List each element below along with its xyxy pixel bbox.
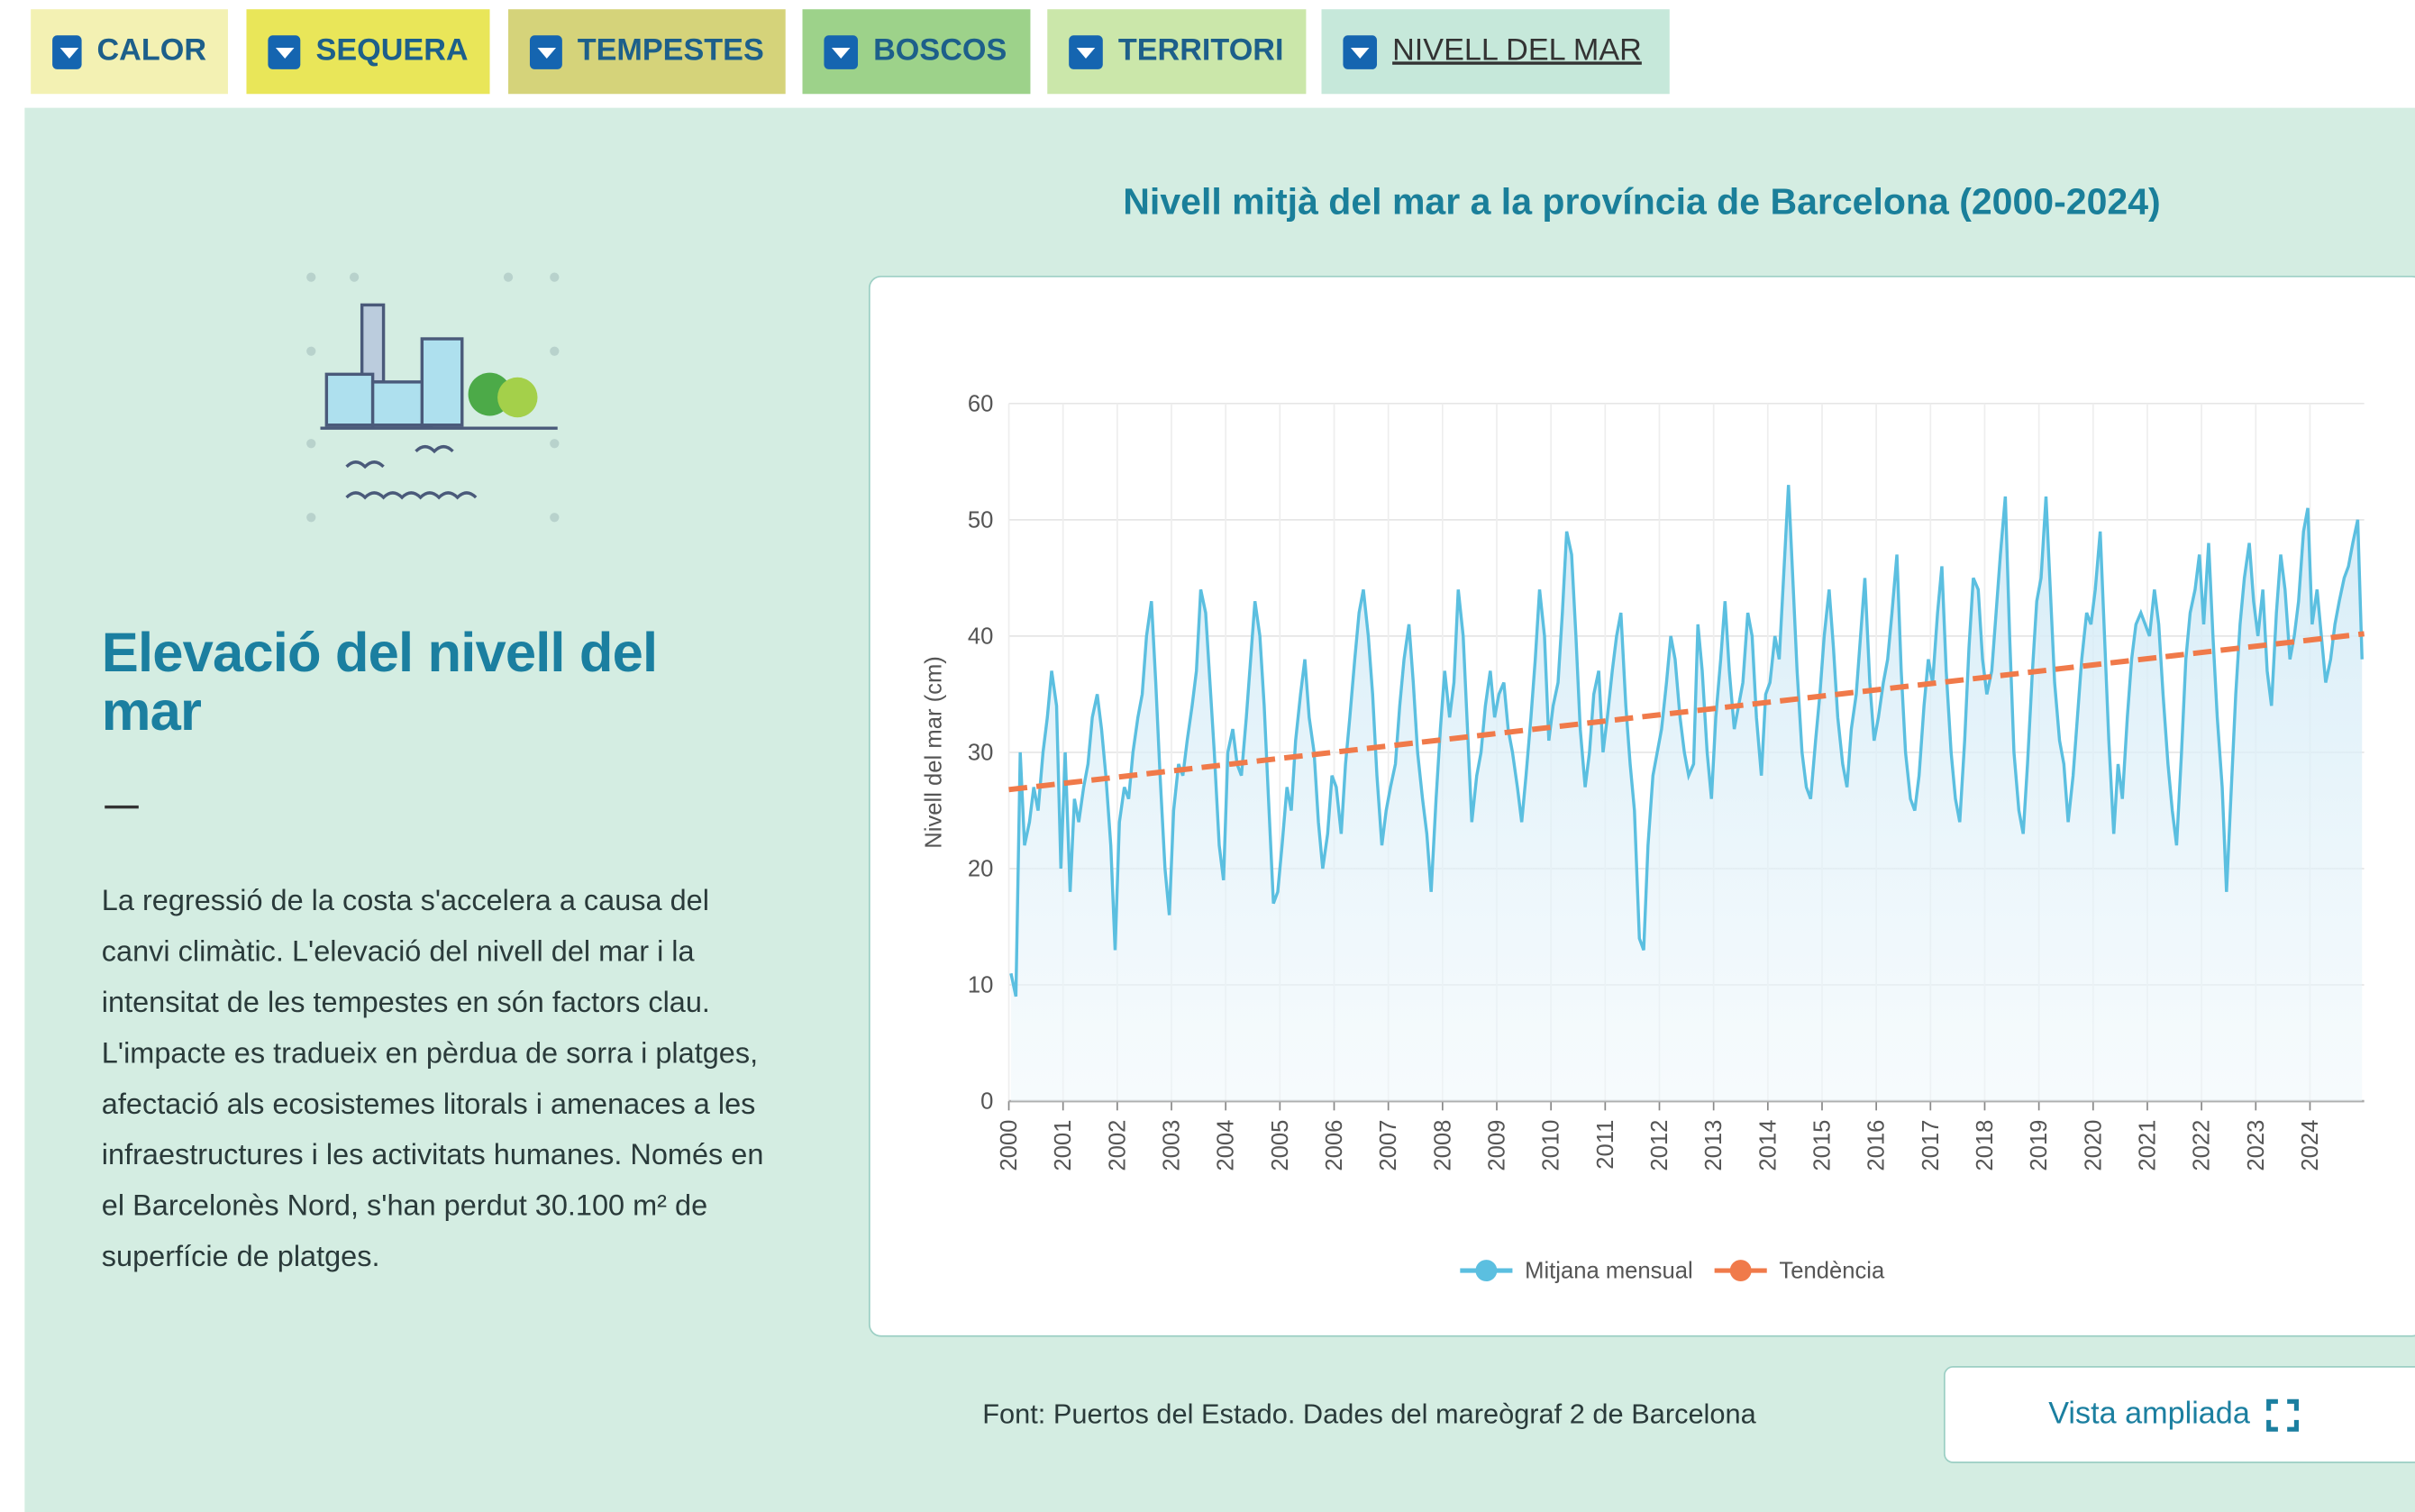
legend-label: Mitjana mensual bbox=[1525, 1259, 1693, 1284]
x-tick-label: 2012 bbox=[1647, 1120, 1672, 1171]
chart: 0 10 20 30 40 50 60 2000 2001 2002 2003 2004 2005 200… bbox=[0, 0, 2415, 1512]
area bbox=[1011, 485, 2362, 1101]
x-tick-label: 2017 bbox=[1918, 1120, 1944, 1171]
x-tick-label: 2021 bbox=[2136, 1120, 2161, 1171]
legend-marker bbox=[1475, 1260, 1497, 1281]
expand-button[interactable]: Vista ampliada bbox=[1944, 1366, 2415, 1463]
x-tick-label: 2002 bbox=[1105, 1120, 1130, 1171]
x-tick-label: 2018 bbox=[1973, 1120, 1998, 1171]
x-tick-label: 2006 bbox=[1322, 1120, 1347, 1171]
x-tick-label: 2013 bbox=[1701, 1120, 1727, 1171]
y-tick-label: 60 bbox=[968, 391, 994, 416]
legend-label: Tendència bbox=[1779, 1259, 1885, 1284]
y-tick-label: 30 bbox=[968, 740, 994, 765]
x-tick-label: 2023 bbox=[2244, 1120, 2269, 1171]
x-tick-label: 2024 bbox=[2298, 1120, 2323, 1171]
x-tick-label: 2008 bbox=[1430, 1120, 1455, 1171]
x-tick-label: 2022 bbox=[2190, 1120, 2215, 1171]
x-tick-label: 2015 bbox=[1810, 1120, 1836, 1171]
y-tick-label: 20 bbox=[968, 857, 994, 882]
x-tick-label: 2019 bbox=[2027, 1120, 2052, 1171]
legend-marker bbox=[1730, 1260, 1752, 1281]
y-axis-label: Nivell del mar (cm) bbox=[921, 656, 946, 849]
x-tick-label: 2010 bbox=[1539, 1120, 1564, 1171]
source-note: Font: Puertos del Estado. Dades del mare… bbox=[869, 1398, 1870, 1431]
page: CALOR SEQUERA TEMPESTES BOSCOS TERRITORI… bbox=[0, 0, 2415, 1512]
x-tick-label: 2014 bbox=[1755, 1120, 1781, 1171]
x-tick-label: 2016 bbox=[1864, 1120, 1890, 1171]
button-label[interactable]: Vista ampliada bbox=[2048, 1397, 2250, 1432]
y-tick-label: 40 bbox=[968, 624, 994, 649]
x-tick-label: 2011 bbox=[1593, 1120, 1618, 1170]
y-tick-label: 10 bbox=[968, 973, 994, 998]
y-tick-label: 50 bbox=[968, 507, 994, 533]
x-tick-label: 2004 bbox=[1214, 1120, 1239, 1171]
x-tick-label: 2009 bbox=[1485, 1120, 1510, 1171]
x-tick-label: 2000 bbox=[997, 1120, 1022, 1171]
x-tick-label: 2005 bbox=[1268, 1120, 1293, 1171]
expand-icon[interactable] bbox=[2265, 1398, 2300, 1432]
x-tick-label: 2001 bbox=[1051, 1120, 1076, 1171]
x-tick-label: 2003 bbox=[1160, 1120, 1185, 1171]
x-tick-label: 2007 bbox=[1376, 1120, 1401, 1171]
y-tick-label: 0 bbox=[980, 1089, 993, 1115]
x-tick-label: 2020 bbox=[2081, 1120, 2106, 1171]
